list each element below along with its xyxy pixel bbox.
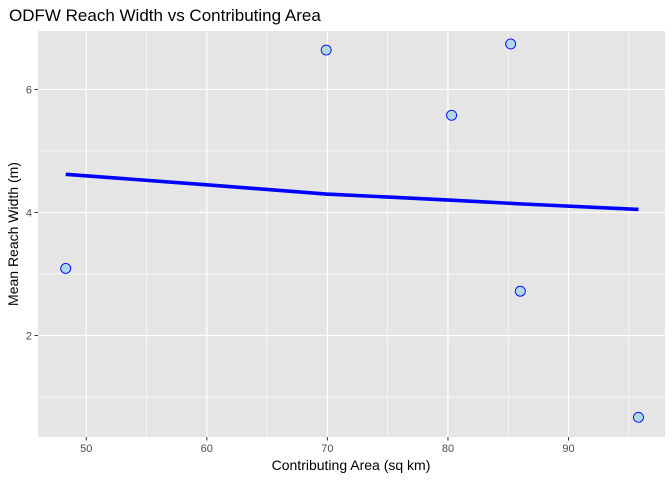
x-axis: 50 60 70 80 90: [80, 437, 575, 455]
data-point: [514, 285, 526, 297]
data-point: [320, 44, 332, 56]
grid-minor: [38, 31, 665, 437]
plot-panel: [38, 31, 665, 437]
data-point: [60, 262, 72, 274]
grid-major: [38, 31, 665, 437]
x-axis-title: Contributing Area (sq km): [272, 457, 431, 473]
x-tick-label: 90: [562, 443, 574, 455]
x-tick-label: 70: [321, 443, 333, 455]
trend-layer: [65, 172, 639, 212]
y-tick-label: 2: [26, 331, 32, 343]
y-axis-title: Mean Reach Width (m): [5, 162, 21, 306]
data-point: [633, 411, 644, 423]
data-point: [446, 109, 458, 121]
x-tick-label: 50: [80, 443, 92, 455]
trend-line: [65, 172, 639, 212]
data-point: [505, 38, 517, 50]
x-tick-label: 80: [442, 443, 454, 455]
points-layer: [60, 38, 644, 423]
y-tick-label: 4: [26, 207, 32, 219]
y-axis: 2 4 6: [26, 84, 38, 343]
chart-title: ODFW Reach Width vs Contributing Area: [9, 6, 321, 25]
x-tick-label: 60: [201, 443, 213, 455]
y-tick-label: 6: [26, 84, 32, 96]
